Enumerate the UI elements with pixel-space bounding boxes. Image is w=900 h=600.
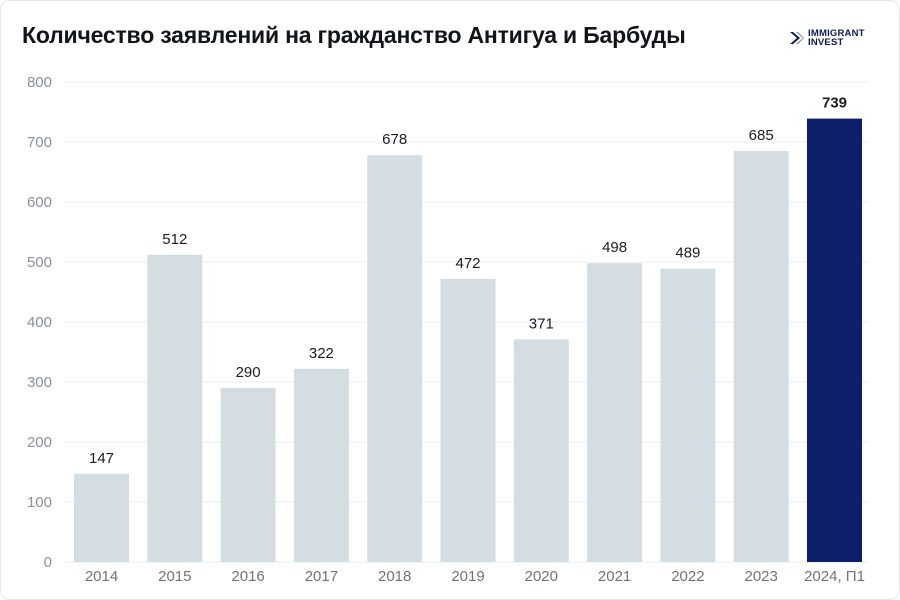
x-tick-label: 2023 (745, 568, 778, 585)
bar (660, 268, 716, 562)
x-tick-label: 2019 (451, 568, 484, 585)
logo-line-2: INVEST (808, 37, 844, 48)
bar (220, 388, 276, 562)
data-label: 678 (382, 131, 407, 148)
x-tick-label: 2014 (85, 568, 118, 585)
y-tick-label: 300 (27, 374, 52, 391)
bar (587, 263, 643, 562)
brand-logo: IMMIGRANT INVEST (788, 27, 865, 49)
y-tick-label: 600 (27, 194, 52, 211)
data-label: 489 (675, 245, 700, 262)
data-label: 322 (309, 345, 334, 362)
bar (74, 473, 129, 562)
logo-line-1: IMMIGRANT (808, 28, 865, 39)
data-label: 472 (455, 255, 480, 272)
x-tick-label: 2015 (158, 568, 191, 585)
data-labels: 147 512 290 322 678 472 371 498 489 685 739 (89, 95, 847, 467)
y-axis-ticks: 0 100 200 300 400 500 600 700 800 (27, 74, 52, 571)
y-tick-label: 0 (44, 554, 52, 571)
x-tick-label: 2018 (378, 568, 411, 585)
x-tick-label: 2024, П1 (804, 568, 865, 585)
logo-chevron-icon (790, 32, 804, 44)
y-tick-label: 400 (27, 314, 52, 331)
data-label: 739 (822, 95, 847, 112)
data-label: 371 (529, 315, 554, 332)
x-axis-ticks: 2014 2015 2016 2017 2018 2019 2020 2021 2022 2023… (85, 568, 865, 585)
data-label: 512 (162, 231, 187, 248)
data-label: 685 (749, 127, 774, 144)
logo-text: IMMIGRANT INVEST (808, 28, 865, 48)
data-label: 290 (236, 364, 261, 381)
bars (74, 118, 862, 563)
bar (733, 151, 789, 562)
x-tick-label: 2017 (305, 568, 338, 585)
y-tick-label: 700 (27, 134, 52, 151)
y-tick-label: 200 (27, 434, 52, 451)
bar (367, 155, 423, 562)
data-label: 147 (89, 450, 114, 467)
y-tick-label: 500 (27, 254, 52, 271)
x-tick-label: 2021 (598, 568, 631, 585)
chart-title: Количество заявлений на гражданство Анти… (22, 22, 686, 48)
bar-highlight (807, 118, 862, 562)
bar (513, 339, 569, 562)
x-tick-label: 2016 (231, 568, 264, 585)
y-tick-label: 800 (27, 74, 52, 91)
data-label: 498 (602, 239, 627, 256)
bar (440, 278, 496, 562)
x-tick-label: 2022 (671, 568, 704, 585)
y-tick-label: 100 (27, 494, 52, 511)
bar (293, 368, 349, 562)
x-tick-label: 2020 (525, 568, 558, 585)
bar (147, 254, 203, 563)
